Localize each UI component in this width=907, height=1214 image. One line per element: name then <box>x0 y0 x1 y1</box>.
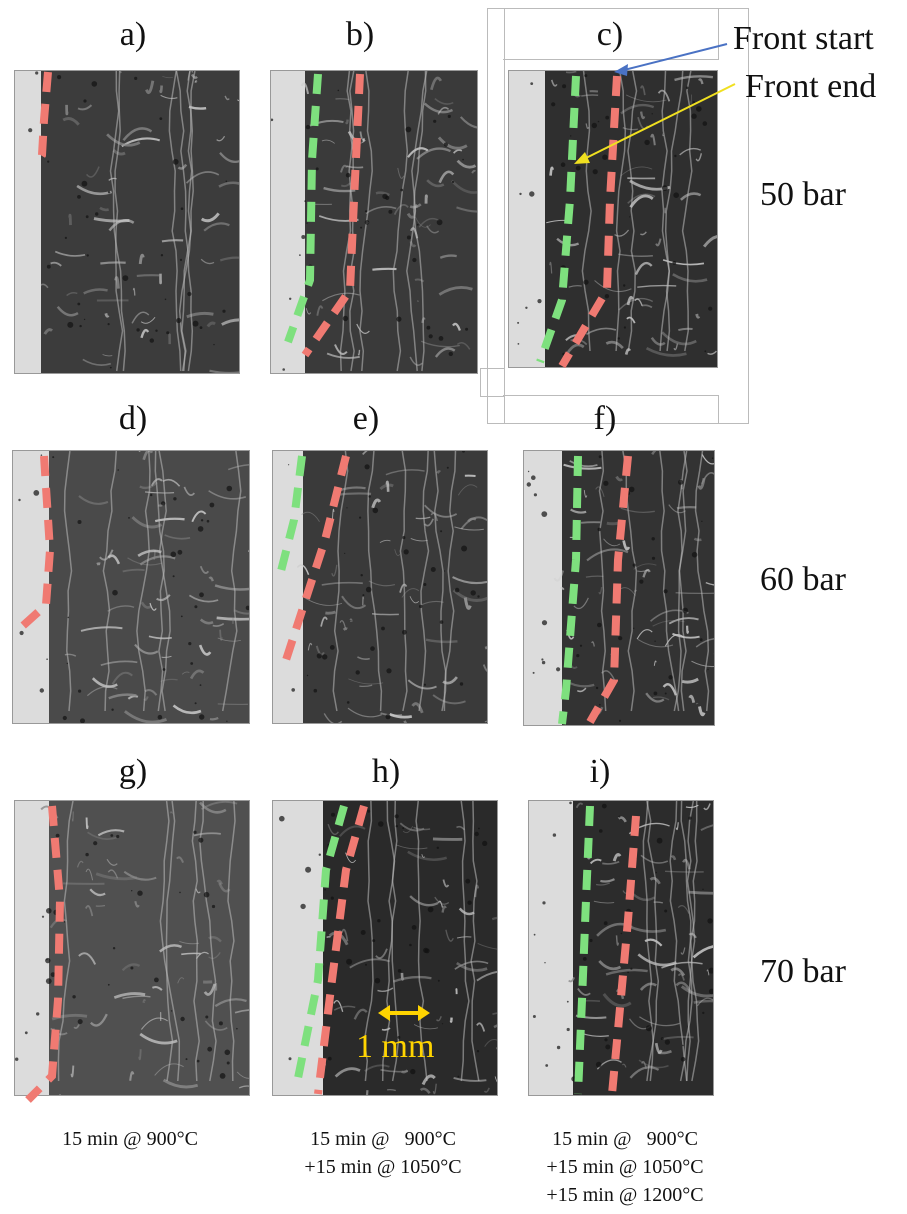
micrograph-i <box>528 800 714 1096</box>
micrograph-e <box>272 450 488 724</box>
panel-label-d: d) <box>118 400 148 437</box>
panel-label-h: h) <box>371 753 401 790</box>
micrograph-b <box>270 70 478 374</box>
panel-label-f: f) <box>593 400 617 437</box>
caption-col3-line3: +15 min @ 1200°C <box>546 1184 704 1206</box>
micrograph-c <box>508 70 718 368</box>
micrograph-a <box>14 70 240 374</box>
pressure-label-60: 60 bar <box>760 561 846 598</box>
highlight-bracket-top <box>503 8 719 60</box>
front-start-label: Front start <box>733 20 874 57</box>
panel-label-b: b) <box>345 16 375 53</box>
caption-col2-line2: +15 min @ 1050°C <box>304 1156 462 1178</box>
pressure-label-50: 50 bar <box>760 176 846 213</box>
highlight-bracket-bottom <box>503 395 719 424</box>
panel-label-a: a) <box>119 16 147 53</box>
highlight-bracket-right <box>718 8 749 424</box>
panel-label-c: c) <box>596 16 624 53</box>
caption-col1: 15 min @ 900°C <box>62 1128 198 1150</box>
panel-label-i: i) <box>589 753 611 790</box>
highlight-bracket-left-arm <box>480 368 504 397</box>
micrograph-f <box>523 450 715 726</box>
caption-col3-line2: +15 min @ 1050°C <box>546 1156 704 1178</box>
caption-col2-line1: 15 min @ 900°C <box>310 1128 456 1150</box>
caption-col3-line1: 15 min @ 900°C <box>552 1128 698 1150</box>
pressure-label-70: 70 bar <box>760 953 846 990</box>
micrograph-d <box>12 450 250 724</box>
micrograph-g <box>14 800 250 1096</box>
highlight-bracket <box>487 8 505 424</box>
panel-label-e: e) <box>352 400 380 437</box>
scale-bar-label: 1 mm <box>356 1028 435 1065</box>
panel-label-g: g) <box>118 753 148 790</box>
front-end-label: Front end <box>745 68 877 105</box>
